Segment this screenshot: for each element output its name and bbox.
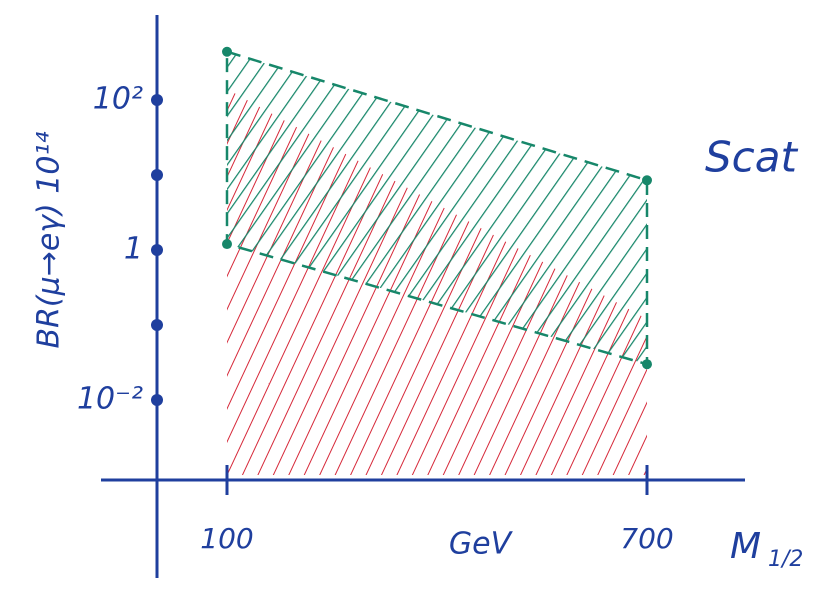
y-tick-label: 10² (93, 82, 143, 117)
x-unit: GeV (449, 527, 514, 562)
vertex-dot (642, 359, 652, 369)
vertex-dot (642, 175, 652, 185)
x-tick-label: 700 (620, 522, 673, 555)
y-minor-tick (151, 169, 163, 181)
y-tick-label: 1 (124, 232, 143, 267)
y-tick (151, 394, 163, 406)
vertex-dot (222, 239, 232, 249)
y-tick-label: 10⁻² (77, 382, 143, 417)
y-axis-label: BR(μ→eγ) 10¹⁴ (32, 131, 67, 348)
chart: BR(μ→eγ) 10¹⁴ GeV Scat M 1/2 10² 1 10⁻² 100… (0, 0, 840, 598)
vertex-dot (222, 47, 232, 57)
x-axis-label: M (730, 526, 761, 567)
y-tick (151, 244, 163, 256)
x-axis-label-sub: 1/2 (768, 547, 803, 572)
annotation: Scat (705, 133, 798, 182)
x-tick-label: 100 (200, 522, 253, 555)
y-tick (151, 94, 163, 106)
page: {"chart_data": { "type": "area", "y_labe… (0, 0, 840, 598)
y-minor-tick (151, 319, 163, 331)
